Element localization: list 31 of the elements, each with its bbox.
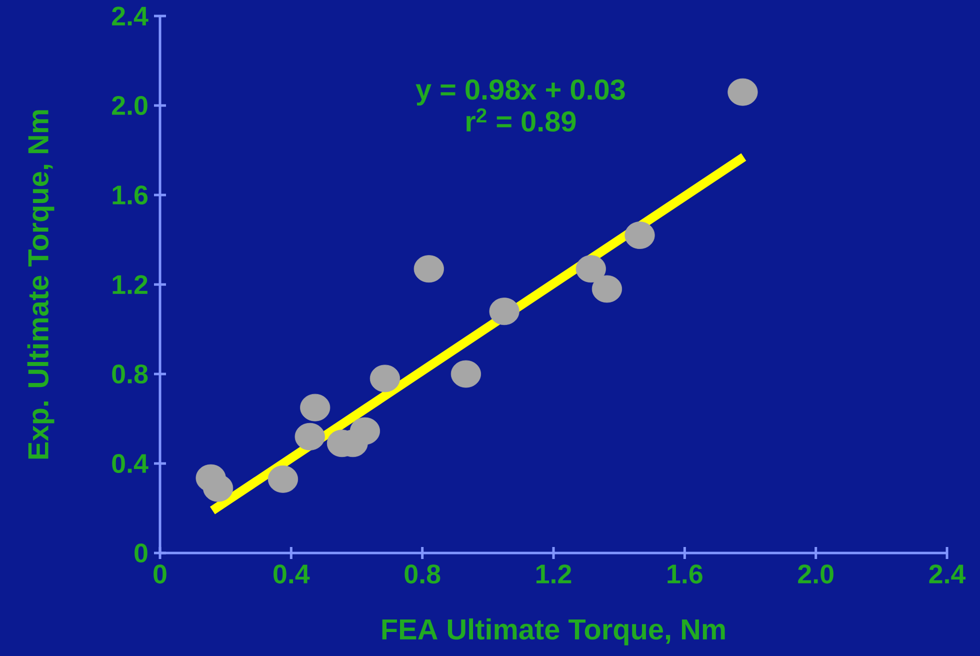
x-tick-label: 1.6 [668, 564, 702, 584]
x-tick-label: 2.0 [798, 564, 834, 584]
x-axis-title: FEA Ultimate Torque, Nm [382, 618, 725, 646]
point [624, 222, 655, 249]
y-tick-label: 0.4 [112, 454, 148, 474]
x-tick-label: 1.2 [536, 564, 572, 584]
point [294, 422, 325, 450]
y-tick-label: 0.8 [112, 364, 148, 384]
annotation: y = 0.98x + 0.03 [416, 79, 625, 106]
point [300, 394, 330, 422]
y-tick-label: 2.4 [112, 6, 148, 26]
point [576, 255, 606, 283]
point [350, 417, 380, 445]
point [268, 465, 298, 493]
y-tick-label: 0 [134, 543, 148, 563]
x-tick-label: 2.4 [929, 564, 966, 584]
point [592, 275, 622, 303]
point [450, 360, 481, 388]
point [414, 255, 444, 283]
x-tick-label: 0.8 [404, 564, 440, 584]
y-tick-label: 2.0 [112, 96, 148, 116]
point [489, 298, 520, 326]
point [728, 78, 758, 106]
y-tick-label: 1.6 [112, 185, 148, 205]
point [370, 364, 400, 392]
y-axis-title: Exp. Ultimate Torque, Nm [27, 110, 54, 459]
x-tick-label: 0 [154, 564, 166, 584]
annotation: r$^{2}$ = 0.89 [466, 108, 576, 132]
y-tick-label: 1.2 [112, 275, 148, 294]
x-tick-label: 0.4 [274, 564, 310, 584]
point [202, 474, 234, 502]
